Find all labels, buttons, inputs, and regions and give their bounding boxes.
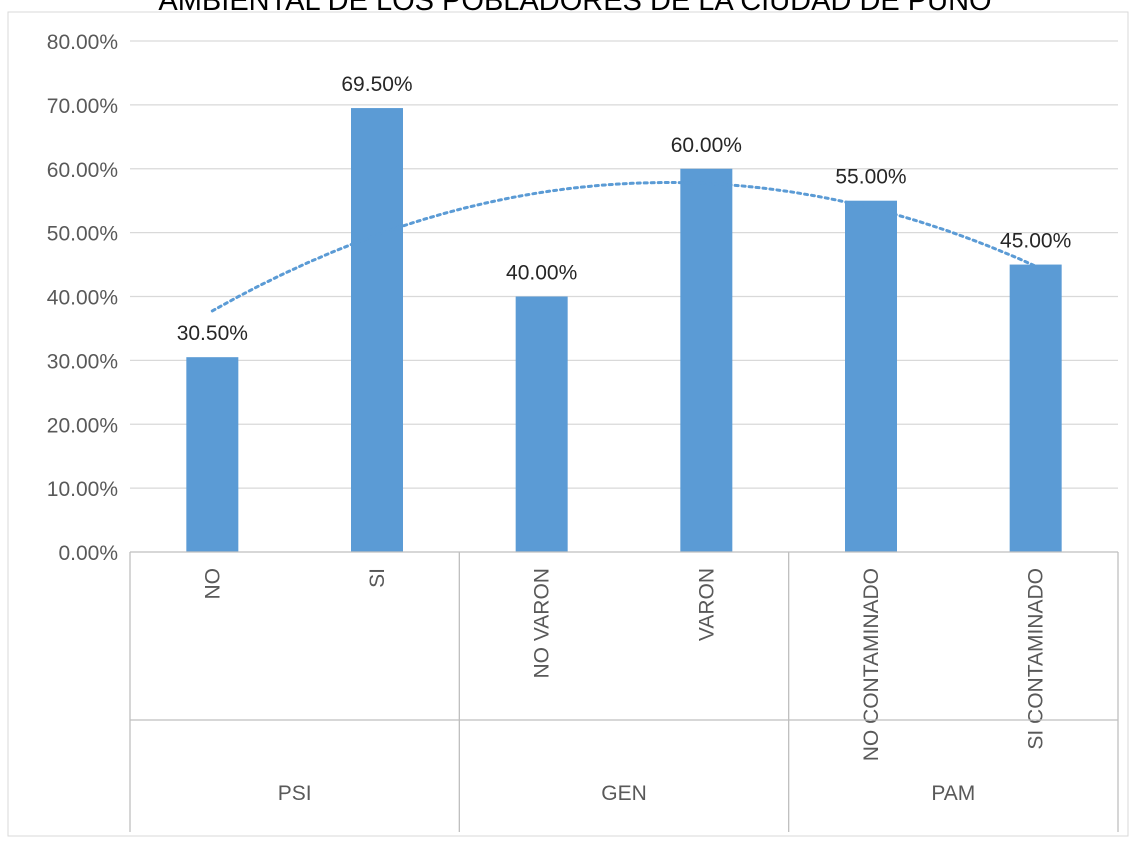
data-labels: 30.50% 69.50% 40.00% 60.00% 55.00% 45.00% [177, 73, 1072, 345]
category-label: NO [201, 568, 224, 600]
data-label: 60.00% [671, 134, 742, 157]
bars [186, 108, 1062, 552]
y-tick-label: 30.00% [47, 350, 118, 373]
bar [680, 168, 733, 552]
data-label: 69.50% [341, 73, 412, 96]
bar [186, 357, 239, 552]
group-label: PAM [931, 782, 975, 805]
chart-title: AMBIENTAL DE LOS POBLADORES DE LA CIUDAD… [158, 0, 991, 17]
bar [515, 296, 568, 552]
y-tick-label: 70.00% [47, 95, 118, 118]
y-tick-label: 50.00% [47, 223, 118, 246]
axes: 0.00% 10.00% 20.00% 30.00% 40.00% 50.00% 60.00… [47, 31, 1119, 832]
y-tick-label: 20.00% [47, 414, 118, 437]
category-label: VARON [695, 568, 718, 641]
category-label: SI CONTAMINADO [1025, 568, 1048, 750]
data-label: 45.00% [1000, 230, 1071, 253]
y-tick-label: 10.00% [47, 478, 118, 501]
data-label: 55.00% [835, 166, 906, 189]
bar [845, 200, 897, 552]
y-tick-label: 40.00% [47, 287, 118, 310]
group-label: GEN [601, 782, 647, 805]
gridlines [7, 11, 1129, 837]
data-label: 40.00% [506, 262, 577, 285]
group-label: PSI [278, 782, 312, 805]
trendline-path [210, 181, 1038, 313]
trendline [210, 181, 1038, 313]
chart-area-border [7, 11, 1129, 837]
y-tick-label: 80.00% [47, 31, 118, 54]
category-label: SI [366, 568, 389, 588]
category-label: NO CONTAMINADO [860, 568, 883, 761]
category-label: NO VARON [531, 568, 554, 678]
data-label: 30.50% [177, 322, 248, 345]
y-tick-label: 0.00% [58, 542, 118, 565]
y-tick-label: 60.00% [47, 159, 118, 182]
bar [1009, 264, 1062, 552]
bar [351, 108, 403, 552]
